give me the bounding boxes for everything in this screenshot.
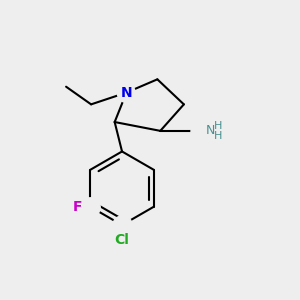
- Text: H: H: [214, 121, 222, 131]
- Text: N: N: [206, 124, 215, 137]
- Text: N: N: [121, 85, 132, 100]
- Text: Cl: Cl: [115, 233, 130, 248]
- Text: H: H: [214, 130, 222, 141]
- Text: F: F: [73, 200, 82, 214]
